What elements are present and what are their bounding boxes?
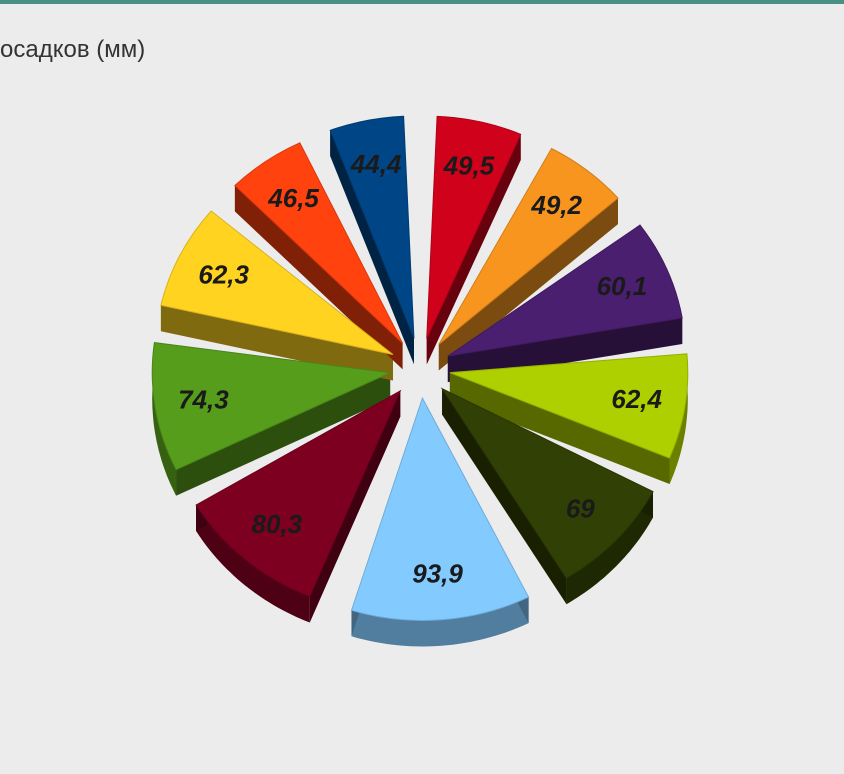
slice-label-4: 69 (566, 493, 595, 523)
pie-slice-1 (438, 147, 619, 345)
slice-label-9: 46,5 (267, 183, 319, 213)
pie-slice-3 (449, 353, 689, 459)
slice-label-7: 74,3 (178, 385, 229, 415)
slice-label-8: 62,3 (198, 260, 249, 290)
slice-label-6: 80,3 (251, 509, 302, 539)
slice-label-0: 49,5 (443, 150, 495, 180)
slice-side-6 (196, 505, 310, 623)
slice-label-2: 60,1 (597, 271, 648, 301)
slice-edge-0-1 (426, 134, 521, 365)
top-border (0, 0, 844, 4)
pie-slice-8 (160, 210, 394, 355)
slice-side-3 (669, 353, 688, 485)
slice-edge-9-0 (234, 185, 403, 370)
chart-title: осадков (мм) (0, 36, 146, 63)
slice-edge-1-1 (438, 198, 619, 371)
slice-edge-3-1 (449, 372, 670, 485)
pie-slice-0 (426, 115, 522, 339)
slice-edge-7-0 (176, 372, 391, 496)
slice-edge-2-1 (447, 318, 683, 383)
pie-slice-9 (234, 142, 404, 344)
slice-side-4 (566, 491, 653, 605)
pie-slice-7 (151, 342, 392, 471)
slice-label-3: 62,4 (611, 384, 662, 414)
slice-label-5: 93,9 (412, 558, 463, 588)
pie-slice-4 (440, 387, 654, 579)
pie-slice-5 (350, 396, 530, 621)
slice-edge-6-0 (309, 390, 401, 623)
pie-slice-6 (195, 389, 402, 598)
pie-slice-10 (329, 115, 415, 339)
slice-edge-10-0 (330, 130, 414, 365)
slice-side-5 (351, 597, 529, 647)
slice-label-1: 49,2 (530, 190, 582, 220)
pie-slice-2 (447, 224, 683, 357)
slice-edge-4-1 (442, 388, 567, 605)
slice-label-10: 44,4 (350, 149, 402, 179)
slice-edge-8-0 (160, 305, 393, 381)
